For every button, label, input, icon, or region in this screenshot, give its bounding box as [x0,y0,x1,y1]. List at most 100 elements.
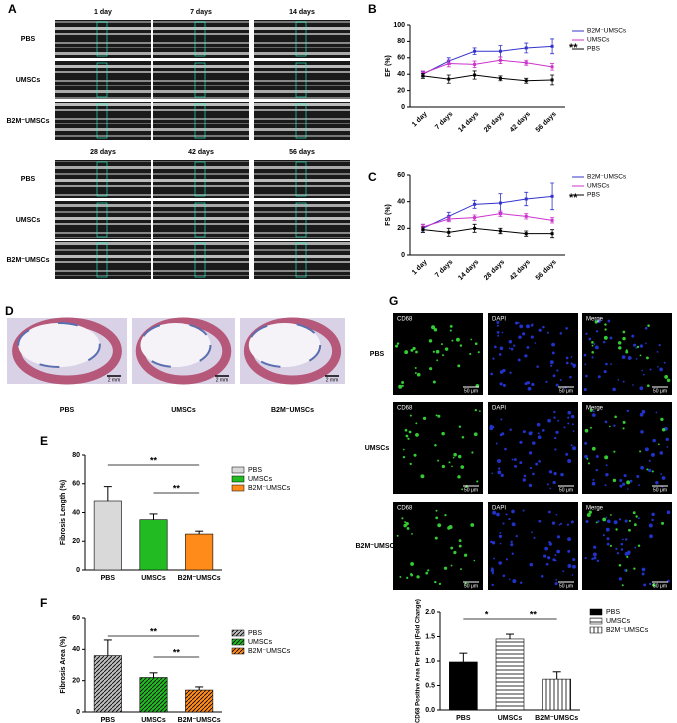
cell-dot [644,326,648,330]
cell-dot [618,346,622,350]
cell-dot [639,412,644,417]
channel-label: Merge [586,317,604,323]
cell-dot [619,484,623,488]
cell-dot [644,447,649,452]
cell-dot [609,336,613,340]
channel-label: DAPI [492,406,506,412]
cell-dot [431,325,436,330]
cell-dot [636,345,640,349]
cell-dot [633,343,637,347]
cell-dot [495,442,498,445]
cell-dot [538,519,542,523]
cell-dot [558,523,561,526]
cell-dot [457,364,461,368]
cell-dot [591,557,594,561]
y-tick-label: 80 [397,38,405,45]
cell-dot [567,549,571,553]
series-line [422,213,553,228]
cell-dot [395,344,399,348]
legend-label: B2M⁻UMSCs [587,28,627,35]
x-tick-label: 56 days [535,259,558,282]
fluor-image [393,502,483,590]
echo-roi [194,161,206,197]
day-label: 14 days [289,9,315,16]
point [498,58,502,62]
cell-dot [532,441,536,445]
cell-dot [477,351,480,354]
cell-dot [651,470,654,473]
cell-dot [603,335,608,340]
cell-dot [629,479,633,483]
cell-dot [622,427,625,430]
cell-dot [559,379,562,382]
cell-dot [604,455,609,460]
cell-dot [538,460,541,463]
channel-label: CD68 [397,406,413,412]
cell-dot [663,361,666,364]
x-tick-label: 1 day [411,259,429,277]
cell-dot [565,361,569,365]
cell-dot [613,520,618,525]
cell-dot [411,532,413,535]
cell-dot [620,548,624,551]
scale-text: 50 μm [559,487,573,493]
cell-dot [624,551,629,556]
cell-dot [547,556,551,560]
point [447,77,451,81]
cell-dot [593,545,597,549]
cell-dot [523,474,527,478]
cell-dot [473,432,478,437]
cell-dot [596,559,600,563]
scale-text: 50 μm [653,487,667,493]
cell-dot [515,321,519,325]
cell-dot [646,384,650,388]
legend-label: UMSCs [587,183,610,190]
cell-dot [497,334,500,337]
cell-dot [473,559,476,562]
cell-dot [460,465,465,469]
echo-image [153,102,249,140]
panel-letter: F [40,596,47,610]
cell-dot [449,329,452,332]
cell-dot [597,520,600,523]
cell-dot [551,342,555,347]
cell-dot [493,557,495,560]
cell-dot [648,468,652,473]
cell-dot [585,519,589,524]
cell-dot [651,518,654,522]
cell-dot [402,448,405,451]
cell-dot [565,452,569,456]
cell-dot [647,324,650,327]
cell-dot [604,328,607,331]
cell-dot [530,335,534,339]
legend-label: PBS [587,46,601,53]
cell-dot [531,431,533,434]
cell-dot [593,556,597,560]
cell-dot [497,458,502,463]
cell-dot [543,554,547,558]
cell-dot [584,441,588,445]
cell-dot [572,564,576,569]
cell-dot [474,342,478,346]
cell-dot [513,458,517,462]
cell-dot [661,476,666,480]
cell-dot [586,457,589,460]
point [498,49,502,53]
cell-dot [620,542,624,546]
y-tick-label: 0.0 [425,707,435,714]
cell-dot [592,410,595,413]
cell-dot [605,527,610,532]
cell-dot [479,410,481,412]
echo-image [55,102,151,140]
cell-dot [474,408,477,412]
x-tick-label: 28 days [483,111,506,134]
cell-dot [556,369,559,372]
cell-dot [594,345,599,350]
cell-dot [623,474,627,478]
cell-dot [641,409,646,414]
legend-swatch [231,647,245,655]
point [524,214,528,218]
cell-dot [592,552,597,557]
series-line [422,195,553,229]
